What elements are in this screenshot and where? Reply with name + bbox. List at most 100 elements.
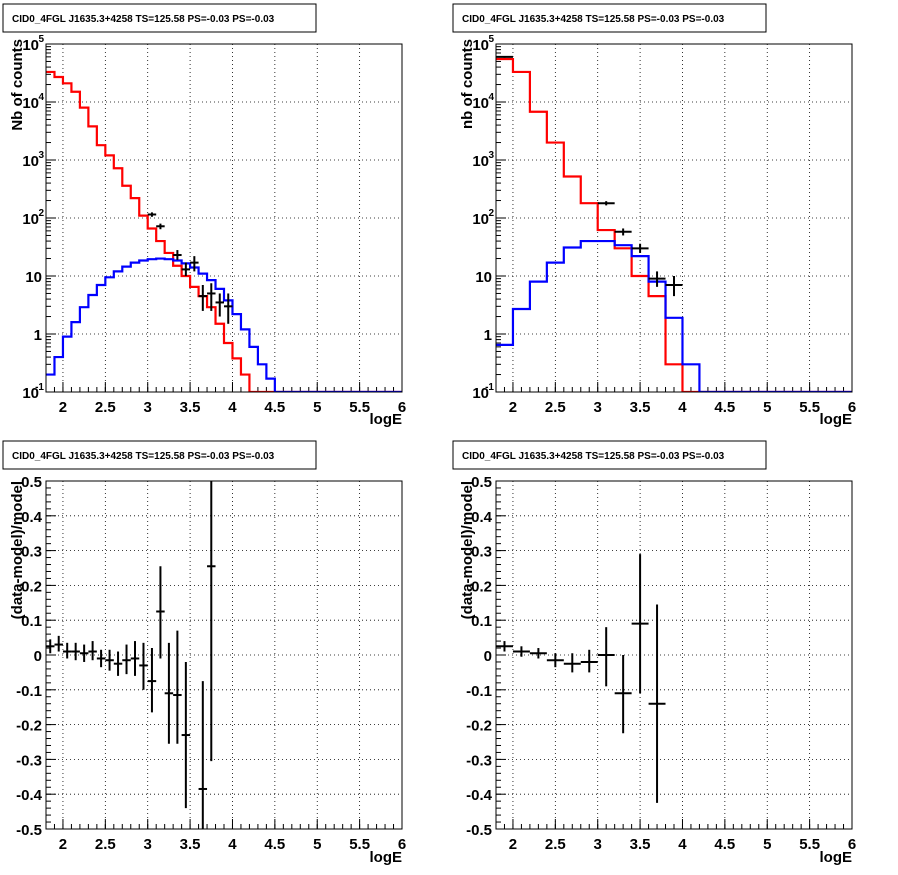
plot-content (496, 554, 666, 803)
y-tick-label: 0.2 (471, 578, 492, 595)
plot-frame (45, 43, 403, 393)
plot-frame (495, 43, 853, 393)
source-model-histogram (496, 239, 852, 392)
y-axis-label: nb of counts (459, 39, 476, 129)
x-tick-label: 4.5 (714, 399, 735, 416)
title-box (2, 3, 317, 33)
y-tick-label: 0.4 (21, 509, 43, 526)
plot-content (496, 55, 852, 392)
y-tick-label: 10 (472, 211, 489, 228)
x-tick-label: 2.5 (545, 836, 566, 853)
x-tick-label: 3 (144, 399, 152, 416)
y-tick-label: 0.5 (471, 474, 492, 491)
x-tick-label: 6 (398, 399, 406, 416)
y-tick-label: 0.5 (21, 474, 42, 491)
x-tick-label: 4 (678, 836, 687, 853)
x-tick-label: 5.5 (799, 836, 820, 853)
x-tick-label: 4 (228, 399, 237, 416)
y-tick-label: -0.5 (16, 822, 42, 839)
x-tick-label: 5 (763, 836, 771, 853)
x-tick-label: 6 (398, 836, 406, 853)
panel-title: CID0_4FGL J1635.3+4258 TS=125.58 PS=-0.0… (12, 451, 275, 462)
x-tick-label: 3 (144, 836, 152, 853)
x-axis-label: logE (370, 411, 403, 428)
y-tick-exponent: 4 (38, 92, 44, 103)
y-tick-exponent: 5 (488, 34, 494, 45)
panel-counts-left: CID0_4FGL J1635.3+4258 TS=125.58 PS=-0.0… (2, 3, 406, 428)
x-tick-label: 4 (678, 399, 687, 416)
y-tick-label: 10 (472, 153, 489, 170)
x-tick-label: 2 (59, 836, 67, 853)
y-tick-label: -0.4 (16, 787, 43, 804)
y-tick-label: 10 (22, 95, 39, 112)
x-tick-label: 4.5 (264, 836, 285, 853)
y-tick-exponent: 2 (38, 208, 44, 219)
y-tick-label: -0.3 (466, 752, 492, 769)
y-tick-label: -0.3 (16, 752, 42, 769)
x-tick-label: 3.5 (180, 399, 201, 416)
x-axis-label: logE (820, 849, 853, 866)
y-tick-label: 1 (484, 327, 492, 344)
x-tick-label: 2.5 (95, 399, 116, 416)
y-tick-label: 0.2 (21, 578, 42, 595)
y-tick-label: 10 (22, 385, 39, 402)
y-tick-label: 10 (472, 37, 489, 54)
title-box (2, 440, 317, 470)
y-tick-label: 10 (22, 37, 39, 54)
y-tick-label: 1 (34, 327, 42, 344)
plot-content (46, 481, 216, 829)
y-tick-label: 0 (34, 648, 42, 665)
y-axis-label: (data-model)/model (9, 481, 26, 619)
y-tick-exponent: 2 (488, 208, 494, 219)
model-total-histogram (496, 57, 852, 392)
y-tick-label: 10 (22, 211, 39, 228)
y-axis-label: Nb of counts (9, 39, 26, 131)
x-tick-label: 3 (594, 836, 602, 853)
x-tick-label: 5.5 (349, 399, 370, 416)
y-tick-label: 10 (22, 153, 39, 170)
plot-frame (495, 480, 853, 830)
x-tick-label: 3 (594, 399, 602, 416)
x-tick-label: 4.5 (714, 836, 735, 853)
panel-residuals-right: CID0_4FGL J1635.3+4258 TS=125.58 PS=-0.0… (452, 440, 856, 866)
y-tick-label: 0 (484, 648, 492, 665)
x-tick-label: 3.5 (630, 836, 651, 853)
y-tick-label: -0.5 (466, 822, 492, 839)
x-tick-label: 5.5 (799, 399, 820, 416)
x-tick-label: 5 (313, 836, 321, 853)
plot-content (46, 70, 402, 392)
y-tick-label: -0.1 (16, 683, 42, 700)
x-tick-label: 3.5 (180, 836, 201, 853)
x-tick-label: 2.5 (95, 836, 116, 853)
x-tick-label: 5 (313, 399, 321, 416)
title-box (452, 3, 767, 33)
y-tick-exponent: 3 (38, 150, 44, 161)
y-tick-label: 10 (472, 95, 489, 112)
x-tick-label: 5.5 (349, 836, 370, 853)
x-tick-label: 6 (848, 836, 856, 853)
y-tick-label: 10 (472, 385, 489, 402)
x-tick-label: 2 (59, 399, 67, 416)
x-tick-label: 3.5 (630, 399, 651, 416)
x-tick-label: 4.5 (264, 399, 285, 416)
y-tick-label: 0.3 (471, 544, 492, 561)
y-tick-exponent: 4 (488, 92, 494, 103)
y-tick-exponent: -1 (485, 382, 494, 393)
x-tick-label: 2.5 (545, 399, 566, 416)
y-tick-label: 10 (25, 269, 42, 286)
panel-residuals-left: CID0_4FGL J1635.3+4258 TS=125.58 PS=-0.0… (2, 440, 406, 866)
x-tick-label: 6 (848, 399, 856, 416)
y-tick-label: 0.1 (471, 613, 492, 630)
panel-counts-right: CID0_4FGL J1635.3+4258 TS=125.58 PS=-0.0… (452, 3, 856, 428)
y-tick-label: 0.3 (21, 544, 42, 561)
y-tick-exponent: -1 (35, 382, 44, 393)
y-tick-label: 0.1 (21, 613, 42, 630)
x-tick-label: 4 (228, 836, 237, 853)
y-tick-exponent: 5 (38, 34, 44, 45)
title-box (452, 440, 767, 470)
y-tick-label: 10 (475, 269, 492, 286)
panel-title: CID0_4FGL J1635.3+4258 TS=125.58 PS=-0.0… (462, 451, 725, 462)
x-tick-label: 2 (509, 836, 517, 853)
x-axis-label: logE (820, 411, 853, 428)
